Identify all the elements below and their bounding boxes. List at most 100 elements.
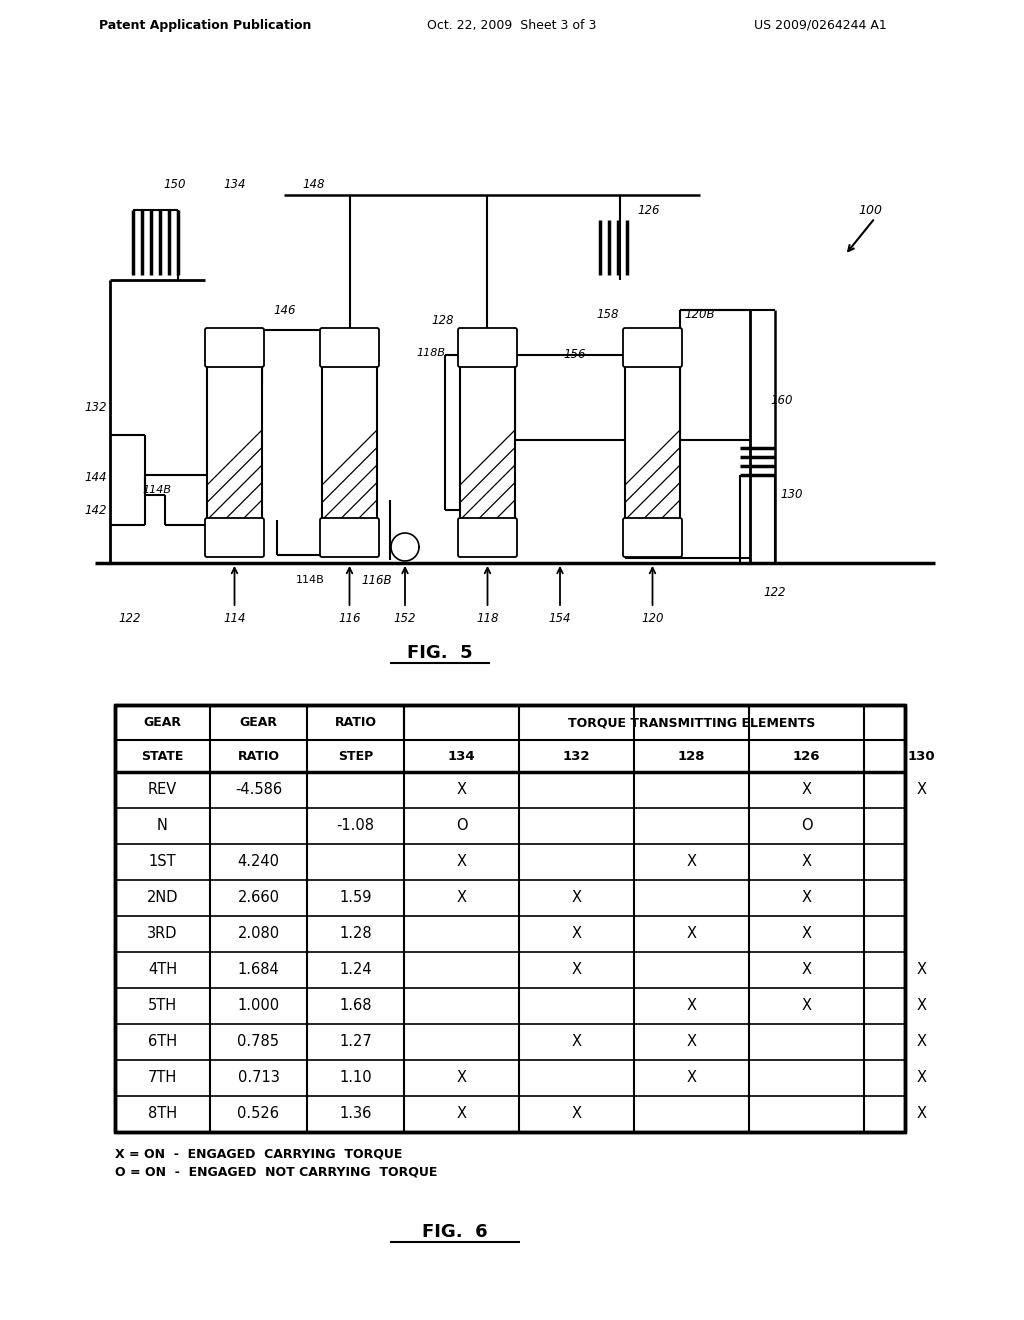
Text: GEAR: GEAR xyxy=(143,715,181,729)
Text: X: X xyxy=(916,998,927,1014)
Text: X: X xyxy=(916,962,927,978)
Text: 120D: 120D xyxy=(639,475,667,484)
Text: 120B: 120B xyxy=(685,309,715,322)
Text: 126: 126 xyxy=(793,750,820,763)
Text: X: X xyxy=(571,927,582,941)
Text: O: O xyxy=(456,818,467,833)
Text: X: X xyxy=(916,1035,927,1049)
Text: 126: 126 xyxy=(638,203,660,216)
Text: 134: 134 xyxy=(224,178,246,191)
Text: 1.000: 1.000 xyxy=(238,998,280,1014)
Text: 1.68: 1.68 xyxy=(339,998,372,1014)
Text: 1.10: 1.10 xyxy=(339,1071,372,1085)
Text: X: X xyxy=(686,927,696,941)
Text: 148: 148 xyxy=(303,178,326,191)
Text: 1.28: 1.28 xyxy=(339,927,372,941)
Bar xyxy=(322,366,377,520)
Text: 114A: 114A xyxy=(219,532,250,543)
Text: X: X xyxy=(457,854,467,870)
FancyBboxPatch shape xyxy=(205,327,264,367)
Text: 0.713: 0.713 xyxy=(238,1071,280,1085)
Text: US 2009/0264244 A1: US 2009/0264244 A1 xyxy=(754,18,887,32)
Text: X: X xyxy=(457,891,467,906)
Text: 142: 142 xyxy=(85,503,106,516)
Text: 3RD: 3RD xyxy=(147,927,178,941)
Text: 114B: 114B xyxy=(142,484,171,495)
Bar xyxy=(207,366,262,520)
Text: Patent Application Publication: Patent Application Publication xyxy=(98,18,311,32)
Text: 2ND: 2ND xyxy=(146,891,178,906)
Text: 1.36: 1.36 xyxy=(339,1106,372,1122)
Text: -4.586: -4.586 xyxy=(234,783,282,797)
Text: X: X xyxy=(571,1035,582,1049)
Text: 118D: 118D xyxy=(473,475,502,484)
Text: FIG.  5: FIG. 5 xyxy=(408,644,473,663)
Text: X: X xyxy=(457,1071,467,1085)
Text: 120C: 120C xyxy=(638,342,668,352)
Text: 114: 114 xyxy=(223,611,246,624)
Text: FIG.  6: FIG. 6 xyxy=(422,1224,487,1241)
Text: 7TH: 7TH xyxy=(147,1071,177,1085)
Text: TORQUE TRANSMITTING ELEMENTS: TORQUE TRANSMITTING ELEMENTS xyxy=(568,715,815,729)
Text: STEP: STEP xyxy=(338,750,373,763)
FancyBboxPatch shape xyxy=(458,517,517,557)
Text: 114B: 114B xyxy=(296,576,325,585)
FancyBboxPatch shape xyxy=(623,327,682,367)
Text: X = ON  -  ENGAGED  CARRYING  TORQUE: X = ON - ENGAGED CARRYING TORQUE xyxy=(115,1147,402,1160)
FancyBboxPatch shape xyxy=(623,517,682,557)
Bar xyxy=(625,366,680,520)
Text: RATIO: RATIO xyxy=(238,750,280,763)
Text: X: X xyxy=(916,1071,927,1085)
Text: 118C: 118C xyxy=(473,342,502,352)
Text: 1ST: 1ST xyxy=(148,854,176,870)
Text: X: X xyxy=(686,1035,696,1049)
Text: O = ON  -  ENGAGED  NOT CARRYING  TORQUE: O = ON - ENGAGED NOT CARRYING TORQUE xyxy=(115,1166,437,1179)
Text: 128: 128 xyxy=(678,750,706,763)
Text: 122: 122 xyxy=(119,611,141,624)
Text: 130: 130 xyxy=(907,750,935,763)
Text: 116A: 116A xyxy=(335,532,365,543)
Text: STATE: STATE xyxy=(141,750,183,763)
Text: 5TH: 5TH xyxy=(147,998,177,1014)
Text: 118: 118 xyxy=(476,611,499,624)
Text: X: X xyxy=(571,1106,582,1122)
Text: RATIO: RATIO xyxy=(335,715,377,729)
Text: X: X xyxy=(686,998,696,1014)
Text: 116C: 116C xyxy=(335,342,365,352)
Text: 0.785: 0.785 xyxy=(238,1035,280,1049)
Text: -1.08: -1.08 xyxy=(337,818,375,833)
Text: 118A: 118A xyxy=(473,532,503,543)
Text: X: X xyxy=(457,1106,467,1122)
FancyBboxPatch shape xyxy=(458,327,517,367)
Text: 134: 134 xyxy=(447,750,475,763)
Text: 4TH: 4TH xyxy=(147,962,177,978)
Text: 160: 160 xyxy=(770,393,793,407)
Text: 158: 158 xyxy=(597,309,620,322)
Text: X: X xyxy=(916,783,927,797)
Bar xyxy=(115,705,905,1133)
Text: X: X xyxy=(802,783,811,797)
FancyBboxPatch shape xyxy=(319,327,379,367)
Text: 156: 156 xyxy=(564,348,587,362)
Text: X: X xyxy=(802,854,811,870)
Text: 130: 130 xyxy=(780,488,803,502)
Text: 116B: 116B xyxy=(361,573,392,586)
Text: 114C: 114C xyxy=(220,342,249,352)
Text: 1.24: 1.24 xyxy=(339,962,372,978)
Text: GEAR: GEAR xyxy=(240,715,278,729)
Text: X: X xyxy=(457,783,467,797)
Text: 116D: 116D xyxy=(336,475,364,484)
Text: Oct. 22, 2009  Sheet 3 of 3: Oct. 22, 2009 Sheet 3 of 3 xyxy=(427,18,597,32)
Text: 120: 120 xyxy=(641,611,664,624)
FancyBboxPatch shape xyxy=(319,517,379,557)
Text: X: X xyxy=(802,962,811,978)
Text: X: X xyxy=(802,891,811,906)
Text: 4.240: 4.240 xyxy=(238,854,280,870)
Text: N: N xyxy=(157,818,168,833)
Text: 2.660: 2.660 xyxy=(238,891,280,906)
Text: REV: REV xyxy=(147,783,177,797)
Text: 146: 146 xyxy=(273,304,296,317)
FancyBboxPatch shape xyxy=(205,517,264,557)
Text: X: X xyxy=(571,962,582,978)
Text: 0.526: 0.526 xyxy=(238,1106,280,1122)
